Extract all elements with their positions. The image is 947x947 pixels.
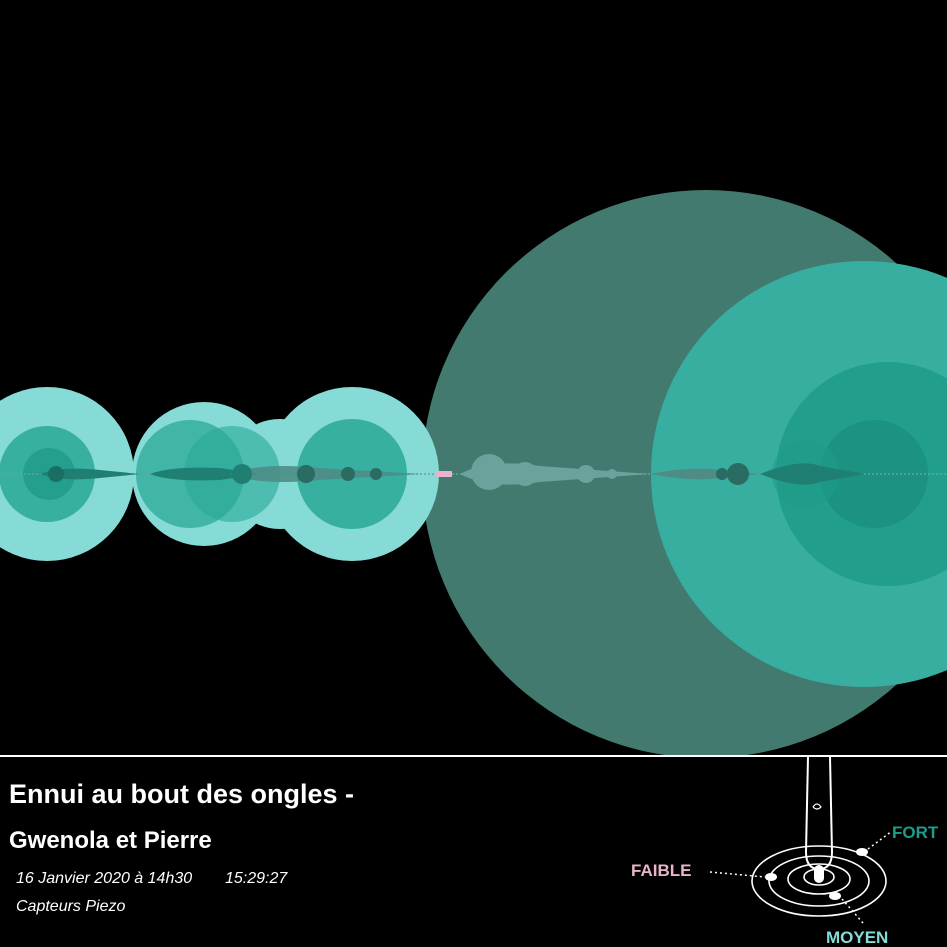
impact-visualization — [0, 190, 947, 755]
session-date: 16 Janvier 2020 à 14h30 — [16, 870, 193, 887]
legend-label-strong: FORT — [892, 823, 939, 842]
divider — [0, 755, 947, 757]
legend-label-medium: MOYEN — [826, 928, 888, 947]
legend-marker-medium — [829, 892, 841, 900]
footer: Ennui au bout des ongles - Gwenola et Pi… — [0, 757, 947, 947]
signal-line — [0, 454, 947, 490]
title-line-2: Gwenola et Pierre — [9, 827, 212, 854]
finger-icon — [804, 757, 834, 871]
legend-label-weak: FAIBLE — [631, 861, 691, 880]
sensor-type: Capteurs Piezo — [16, 898, 126, 915]
clock-time: 15:29:27 — [225, 870, 288, 887]
legend-marker-weak — [765, 873, 777, 881]
legend-marker-strong — [856, 848, 868, 856]
title-line-1: Ennui au bout des ongles - — [9, 779, 355, 809]
legend-diagram: FAIBLE MOYEN FORT — [631, 757, 939, 947]
